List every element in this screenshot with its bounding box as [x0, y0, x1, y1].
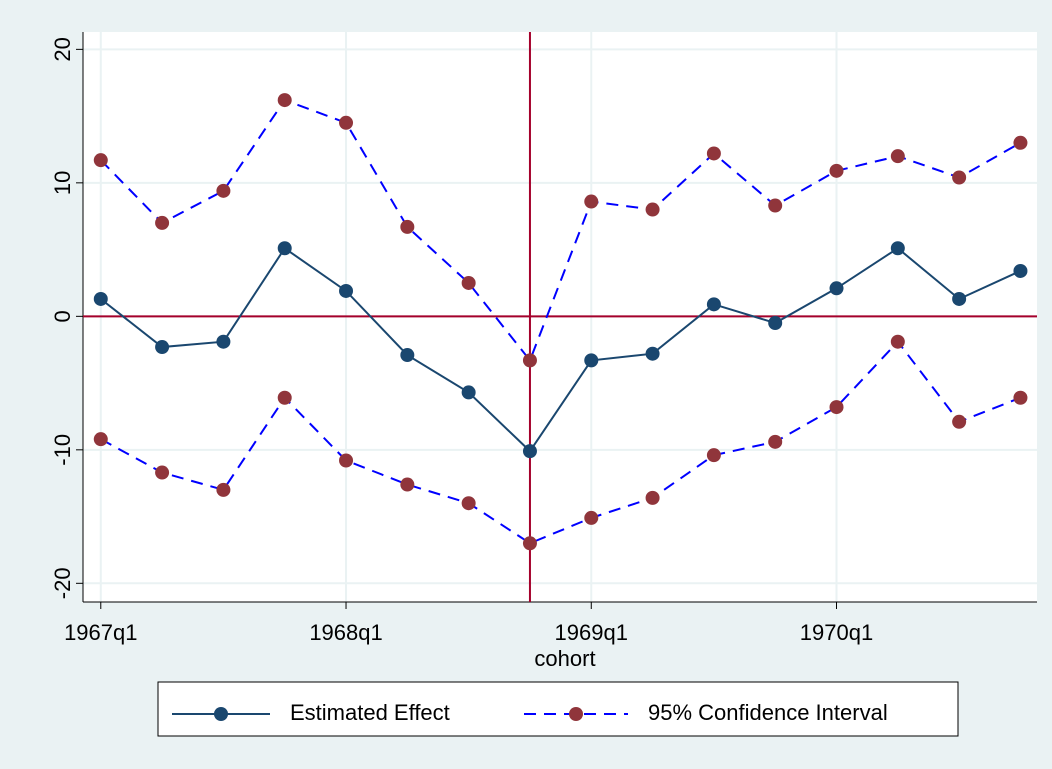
- marker: [461, 385, 476, 400]
- marker: [952, 414, 967, 429]
- marker: [645, 346, 660, 361]
- marker: [584, 510, 599, 525]
- y-tick-label: -20: [50, 567, 75, 599]
- marker: [155, 465, 170, 480]
- marker: [706, 297, 721, 312]
- marker: [339, 453, 354, 468]
- marker: [1013, 135, 1028, 150]
- marker: [768, 316, 783, 331]
- legend-marker: [569, 707, 583, 721]
- marker: [216, 183, 231, 198]
- marker: [829, 281, 844, 296]
- marker: [339, 283, 354, 298]
- marker: [155, 340, 170, 355]
- marker: [890, 334, 905, 349]
- legend-label: Estimated Effect: [290, 700, 450, 725]
- y-tick-label: -10: [50, 434, 75, 466]
- marker: [216, 334, 231, 349]
- marker: [93, 291, 108, 306]
- marker: [461, 496, 476, 511]
- marker: [522, 444, 537, 459]
- x-axis-title: cohort: [534, 646, 595, 671]
- marker: [706, 448, 721, 463]
- marker: [216, 482, 231, 497]
- marker: [829, 163, 844, 178]
- legend-marker: [214, 707, 228, 721]
- marker: [522, 536, 537, 551]
- marker: [645, 490, 660, 505]
- x-tick-label: 1969q1: [555, 620, 628, 645]
- legend: [157, 681, 959, 737]
- marker: [1013, 390, 1028, 405]
- marker: [277, 93, 292, 108]
- x-tick-label: 1967q1: [64, 620, 137, 645]
- marker: [339, 115, 354, 130]
- series-line: [100, 340, 1021, 545]
- y-tick-label: 10: [50, 171, 75, 195]
- marker: [400, 477, 415, 492]
- marker: [890, 149, 905, 164]
- marker: [952, 291, 967, 306]
- marker: [400, 348, 415, 363]
- marker: [522, 353, 537, 368]
- marker: [768, 434, 783, 449]
- marker: [952, 170, 967, 185]
- series-line: [100, 246, 1021, 453]
- y-tick-label: 20: [50, 37, 75, 61]
- marker: [584, 194, 599, 209]
- marker: [277, 390, 292, 405]
- marker: [1013, 263, 1028, 278]
- marker: [645, 202, 660, 217]
- marker: [155, 215, 170, 230]
- marker: [584, 353, 599, 368]
- marker: [829, 400, 844, 415]
- marker: [768, 198, 783, 213]
- x-tick-label: 1970q1: [800, 620, 873, 645]
- marker: [93, 432, 108, 447]
- series-line: [100, 98, 1021, 363]
- marker: [461, 275, 476, 290]
- marker: [277, 241, 292, 256]
- marker: [890, 241, 905, 256]
- x-tick-label: 1968q1: [309, 620, 382, 645]
- marker: [400, 219, 415, 234]
- marker: [706, 146, 721, 161]
- legend-label: 95% Confidence Interval: [648, 700, 888, 725]
- y-tick-label: 0: [50, 310, 75, 322]
- marker: [93, 153, 108, 168]
